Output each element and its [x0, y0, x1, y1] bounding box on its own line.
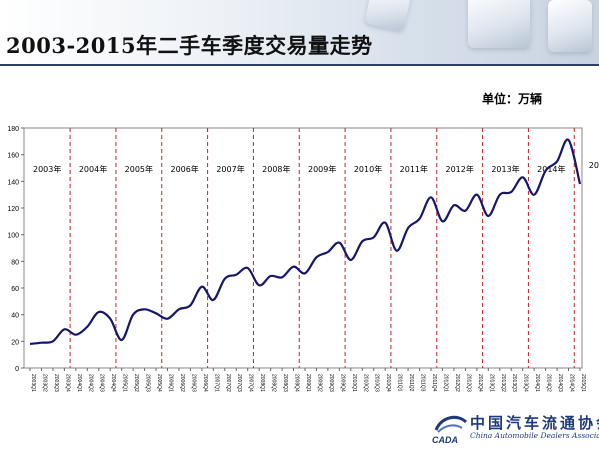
x-tick-label: 2011Q2 [408, 374, 414, 392]
x-tick-label: 2004Q3 [99, 374, 105, 392]
page-title: 2003-2015年二手车季度交易量走势 [6, 33, 373, 58]
x-tick-label: 2013Q3 [511, 374, 517, 392]
x-tick-label: 2014Q3 [557, 374, 563, 392]
x-tick-label: 2012Q3 [465, 374, 471, 392]
footer-logo: CADA 中国汽车流通协会 China Automobile Dealers A… [430, 410, 599, 446]
x-tick-label: 2005Q2 [133, 374, 139, 392]
header-band [0, 0, 599, 65]
x-tick-label: 2004Q4 [110, 374, 116, 392]
cada-emblem-icon: CADA [432, 415, 468, 445]
x-tick-label: 2006Q3 [190, 374, 196, 392]
y-tick-label: 0 [15, 366, 19, 373]
line-chart: 0 20 40 60 80 100 120 140 160 180 2003年 2004年 2005年 2… [7, 126, 599, 392]
unit-label: 单位：万辆 [482, 92, 543, 106]
x-tick-label: 2013Q4 [523, 374, 529, 392]
series-line [29, 138, 582, 346]
year-label: 2008年 [262, 164, 290, 174]
x-tick-label: 2014Q4 [569, 374, 575, 392]
x-tick-label: 2003Q3 [53, 374, 59, 392]
x-tick-label: 2009Q1 [305, 374, 311, 392]
x-tick-label: 2006Q1 [167, 374, 173, 392]
x-tick-label: 2008Q4 [294, 374, 300, 392]
decorative-block [548, 0, 592, 52]
logo-mark: CADA [432, 435, 458, 445]
x-tick-label: 2012Q1 [442, 374, 448, 392]
y-tick-label: 40 [11, 313, 19, 320]
x-tick-label: 2007Q2 [225, 374, 231, 392]
x-tick-label: 2014Q1 [534, 374, 540, 392]
x-tick-label: 2007Q4 [248, 374, 254, 392]
y-tick-label: 100 [7, 233, 19, 240]
x-tick-label: 2012Q2 [454, 374, 460, 392]
plot-frame [23, 127, 583, 369]
year-label: 2009年 [308, 164, 336, 174]
y-tick-label: 140 [7, 179, 19, 186]
x-tick-label: 2009Q2 [316, 374, 322, 392]
logo-english: China Automobile Dealers Association [470, 431, 599, 440]
year-label: 2012年 [445, 164, 473, 174]
x-tick-label: 2011Q1 [397, 374, 403, 392]
x-tick-label: 2007Q3 [236, 374, 242, 392]
year-label: 2005年 [125, 164, 153, 174]
x-tick-label: 2007Q1 [213, 374, 219, 392]
year-label: 2014年 [537, 164, 565, 174]
x-tick-label: 2015Q1 [580, 374, 586, 392]
y-tick-label: 20 [11, 339, 19, 346]
y-tick-label: 120 [7, 206, 19, 213]
x-tick-label: 2013Q2 [500, 374, 506, 392]
x-tick-label: 2003Q4 [64, 374, 70, 392]
x-tick-label: 2003Q2 [41, 374, 47, 392]
y-tick-label: 60 [11, 286, 19, 293]
x-tick-label: 2005Q4 [156, 374, 162, 392]
x-tick-label: 2004Q1 [76, 374, 82, 392]
year-label: 2010年 [354, 164, 382, 174]
decorative-block [468, 0, 530, 48]
year-label: 2004年 [79, 164, 107, 174]
y-tick-label: 80 [11, 259, 19, 266]
year-label: 2003年 [33, 164, 61, 174]
y-tick-label: 160 [7, 153, 19, 160]
x-tick-label: 2011Q3 [420, 374, 426, 392]
x-tick-label: 2005Q3 [145, 374, 151, 392]
x-tick-label: 2005Q1 [122, 374, 128, 392]
x-tick-label: 2009Q3 [328, 374, 334, 392]
x-tick-label: 2009Q4 [339, 374, 345, 392]
decorative-block [364, 0, 412, 32]
year-label: 2011年 [400, 164, 428, 174]
x-tick-label: 2008Q3 [282, 374, 288, 392]
x-tick-label: 2013Q1 [488, 374, 494, 392]
year-label: 2015年 [589, 160, 599, 170]
year-label: 2013年 [491, 164, 519, 174]
x-tick-label: 2014Q2 [546, 374, 552, 392]
x-tick-label: 2008Q2 [271, 374, 277, 392]
x-tick-label: 2004Q2 [87, 374, 93, 392]
x-tick-label: 2008Q1 [259, 374, 265, 392]
x-tick-label: 2010Q1 [351, 374, 357, 392]
x-tick-label: 2003Q1 [30, 374, 36, 392]
year-label: 2007年 [216, 164, 244, 174]
x-tick-label: 2010Q2 [362, 374, 368, 392]
x-tick-label: 2006Q2 [179, 374, 185, 392]
year-label: 2006年 [171, 164, 199, 174]
x-tick-label: 2011Q4 [431, 374, 437, 392]
logo-name: 中国汽车流通协会 [470, 414, 599, 432]
y-tick-label: 180 [7, 126, 19, 133]
x-tick-label: 2010Q4 [385, 374, 391, 392]
x-tick-label: 2012Q4 [477, 374, 483, 392]
title-rule [0, 64, 599, 66]
x-tick-label: 2010Q3 [374, 374, 380, 392]
x-tick-label: 2006Q4 [202, 374, 208, 392]
